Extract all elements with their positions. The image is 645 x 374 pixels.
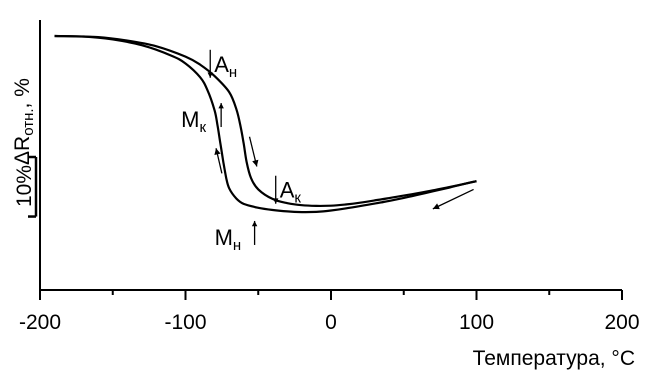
annotation-arrow-head (272, 198, 279, 204)
scale-bar: 10% (13, 155, 38, 218)
annotation-Mк: Mк (181, 103, 224, 136)
y-axis-title-unit: , % (11, 78, 34, 108)
x-axis-title: Температура, °С (473, 347, 635, 370)
direction-arrow-head (252, 159, 259, 167)
y-axis-title-sub: отн. (20, 108, 37, 135)
x-tick-label: 100 (459, 311, 494, 334)
direction-arrow (432, 188, 474, 210)
direction-arrow-head (432, 203, 440, 210)
annotation-label: Aк (280, 178, 302, 207)
annotation-arrow-head (251, 220, 258, 227)
svg-text:ΔRотн., %: ΔRотн., % (11, 78, 37, 165)
heating-curve (54, 34, 477, 208)
annotation-arrow-head (218, 103, 224, 109)
direction-arrow-head (214, 148, 221, 156)
annotation-label: Mн (215, 225, 242, 254)
direction-arrows (214, 136, 474, 210)
scale-bar-label: 10% (13, 165, 36, 207)
series-layer (54, 34, 477, 214)
x-tick-label: 0 (325, 311, 337, 334)
annotation-Aк: Aк (272, 175, 302, 207)
annotation-Mн: Mн (215, 220, 258, 254)
x-tick-labels: -200 -100 0 100 200 (19, 311, 640, 334)
annotation-label: Aн (214, 52, 237, 81)
x-tick-label: 200 (604, 311, 639, 334)
plot-frame (39, 20, 622, 291)
annotation-Aн: Aн (207, 49, 237, 81)
y-axis-title: ΔRотн., % (11, 78, 37, 165)
x-tick-label: -100 (164, 311, 206, 334)
y-axis-title-main: ΔR (11, 136, 34, 165)
annotation-arrow-head (207, 72, 213, 78)
x-tick-label: -200 (19, 311, 61, 334)
x-ticks (39, 290, 623, 300)
temperature-annotations: Aн Mк Aк Mн (181, 49, 302, 254)
cooling-curve (54, 34, 477, 214)
annotation-label: Mк (181, 107, 206, 136)
